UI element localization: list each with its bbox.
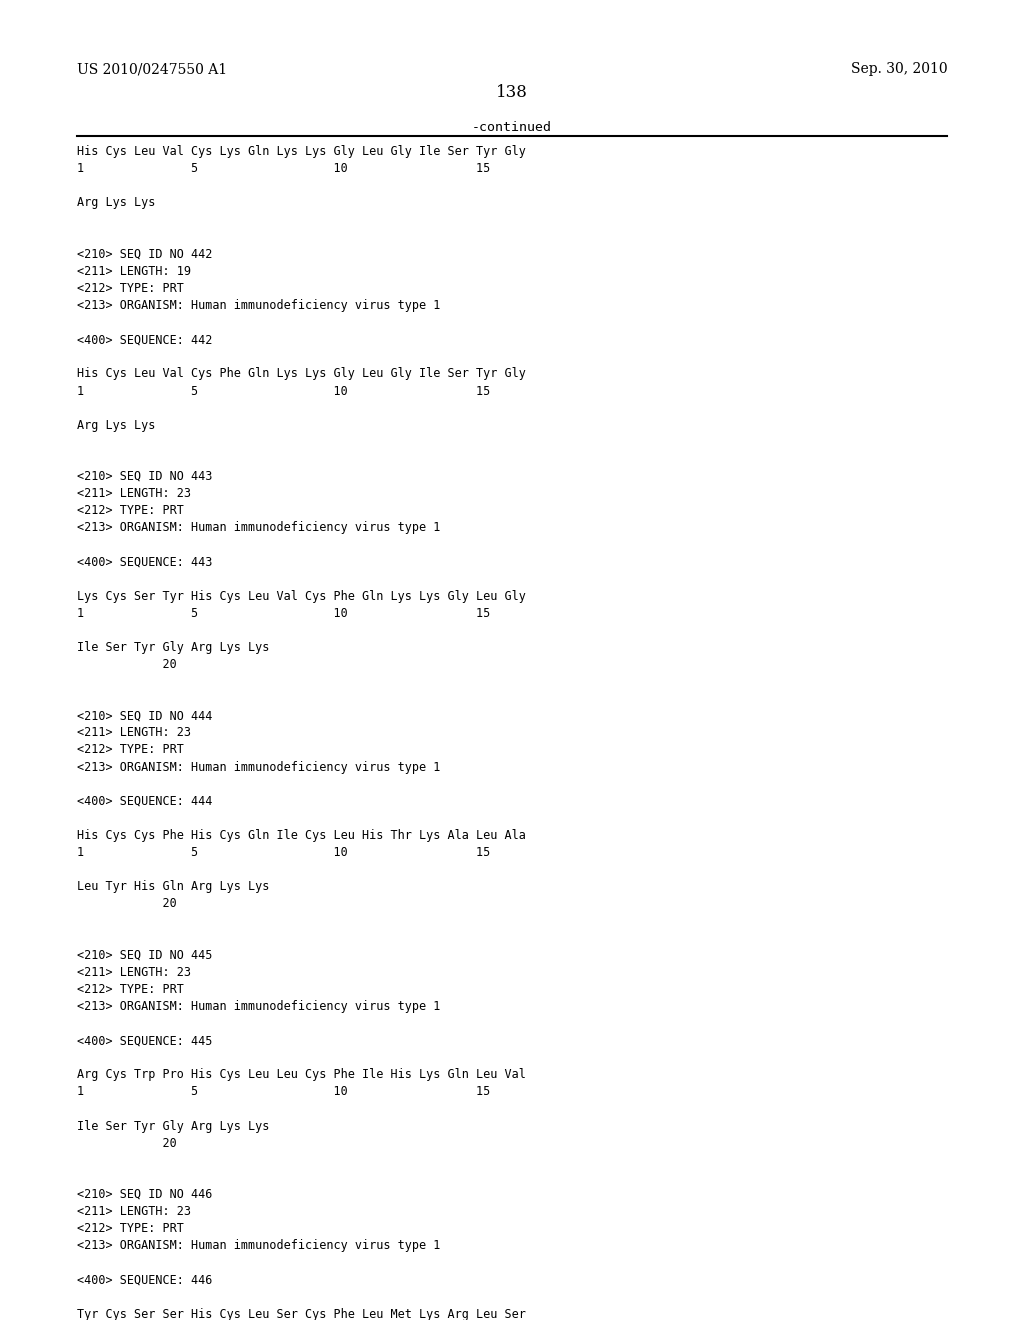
Text: <213> ORGANISM: Human immunodeficiency virus type 1: <213> ORGANISM: Human immunodeficiency v… xyxy=(77,521,440,535)
Text: <211> LENGTH: 19: <211> LENGTH: 19 xyxy=(77,265,190,277)
Text: Ile Ser Tyr Gly Arg Lys Lys: Ile Ser Tyr Gly Arg Lys Lys xyxy=(77,1119,269,1133)
Text: Arg Lys Lys: Arg Lys Lys xyxy=(77,418,156,432)
Text: <400> SEQUENCE: 443: <400> SEQUENCE: 443 xyxy=(77,556,212,569)
Text: Arg Lys Lys: Arg Lys Lys xyxy=(77,197,156,210)
Text: His Cys Leu Val Cys Lys Gln Lys Lys Gly Leu Gly Ile Ser Tyr Gly: His Cys Leu Val Cys Lys Gln Lys Lys Gly … xyxy=(77,145,525,158)
Text: <210> SEQ ID NO 444: <210> SEQ ID NO 444 xyxy=(77,709,212,722)
Text: 1               5                   10                  15: 1 5 10 15 xyxy=(77,162,490,176)
Text: <210> SEQ ID NO 442: <210> SEQ ID NO 442 xyxy=(77,248,212,261)
Text: -continued: -continued xyxy=(472,121,552,135)
Text: <400> SEQUENCE: 444: <400> SEQUENCE: 444 xyxy=(77,795,212,808)
Text: <400> SEQUENCE: 445: <400> SEQUENCE: 445 xyxy=(77,1034,212,1047)
Text: 20: 20 xyxy=(77,1137,176,1150)
Text: Tyr Cys Ser Ser His Cys Leu Ser Cys Phe Leu Met Lys Arg Leu Ser: Tyr Cys Ser Ser His Cys Leu Ser Cys Phe … xyxy=(77,1308,525,1320)
Text: <211> LENGTH: 23: <211> LENGTH: 23 xyxy=(77,1205,190,1218)
Text: <213> ORGANISM: Human immunodeficiency virus type 1: <213> ORGANISM: Human immunodeficiency v… xyxy=(77,1001,440,1012)
Text: <211> LENGTH: 23: <211> LENGTH: 23 xyxy=(77,966,190,978)
Text: 1               5                   10                  15: 1 5 10 15 xyxy=(77,846,490,859)
Text: Arg Cys Trp Pro His Cys Leu Leu Cys Phe Ile His Lys Gln Leu Val: Arg Cys Trp Pro His Cys Leu Leu Cys Phe … xyxy=(77,1068,525,1081)
Text: Lys Cys Ser Tyr His Cys Leu Val Cys Phe Gln Lys Lys Gly Leu Gly: Lys Cys Ser Tyr His Cys Leu Val Cys Phe … xyxy=(77,590,525,603)
Text: 1               5                   10                  15: 1 5 10 15 xyxy=(77,607,490,619)
Text: <213> ORGANISM: Human immunodeficiency virus type 1: <213> ORGANISM: Human immunodeficiency v… xyxy=(77,300,440,312)
Text: His Cys Cys Phe His Cys Gln Ile Cys Leu His Thr Lys Ala Leu Ala: His Cys Cys Phe His Cys Gln Ile Cys Leu … xyxy=(77,829,525,842)
Text: 20: 20 xyxy=(77,898,176,911)
Text: <211> LENGTH: 23: <211> LENGTH: 23 xyxy=(77,726,190,739)
Text: <212> TYPE: PRT: <212> TYPE: PRT xyxy=(77,282,183,294)
Text: <212> TYPE: PRT: <212> TYPE: PRT xyxy=(77,743,183,756)
Text: 1               5                   10                  15: 1 5 10 15 xyxy=(77,384,490,397)
Text: <400> SEQUENCE: 446: <400> SEQUENCE: 446 xyxy=(77,1274,212,1287)
Text: <212> TYPE: PRT: <212> TYPE: PRT xyxy=(77,983,183,995)
Text: <212> TYPE: PRT: <212> TYPE: PRT xyxy=(77,1222,183,1236)
Text: <210> SEQ ID NO 446: <210> SEQ ID NO 446 xyxy=(77,1188,212,1201)
Text: <210> SEQ ID NO 445: <210> SEQ ID NO 445 xyxy=(77,949,212,961)
Text: <210> SEQ ID NO 443: <210> SEQ ID NO 443 xyxy=(77,470,212,483)
Text: Leu Tyr His Gln Arg Lys Lys: Leu Tyr His Gln Arg Lys Lys xyxy=(77,880,269,894)
Text: <211> LENGTH: 23: <211> LENGTH: 23 xyxy=(77,487,190,500)
Text: Ile Ser Tyr Gly Arg Lys Lys: Ile Ser Tyr Gly Arg Lys Lys xyxy=(77,642,269,653)
Text: <213> ORGANISM: Human immunodeficiency virus type 1: <213> ORGANISM: Human immunodeficiency v… xyxy=(77,760,440,774)
Text: US 2010/0247550 A1: US 2010/0247550 A1 xyxy=(77,62,227,77)
Text: His Cys Leu Val Cys Phe Gln Lys Lys Gly Leu Gly Ile Ser Tyr Gly: His Cys Leu Val Cys Phe Gln Lys Lys Gly … xyxy=(77,367,525,380)
Text: <213> ORGANISM: Human immunodeficiency virus type 1: <213> ORGANISM: Human immunodeficiency v… xyxy=(77,1239,440,1253)
Text: 138: 138 xyxy=(496,84,528,102)
Text: Sep. 30, 2010: Sep. 30, 2010 xyxy=(851,62,947,77)
Text: 20: 20 xyxy=(77,657,176,671)
Text: 1               5                   10                  15: 1 5 10 15 xyxy=(77,1085,490,1098)
Text: <400> SEQUENCE: 442: <400> SEQUENCE: 442 xyxy=(77,333,212,346)
Text: <212> TYPE: PRT: <212> TYPE: PRT xyxy=(77,504,183,517)
